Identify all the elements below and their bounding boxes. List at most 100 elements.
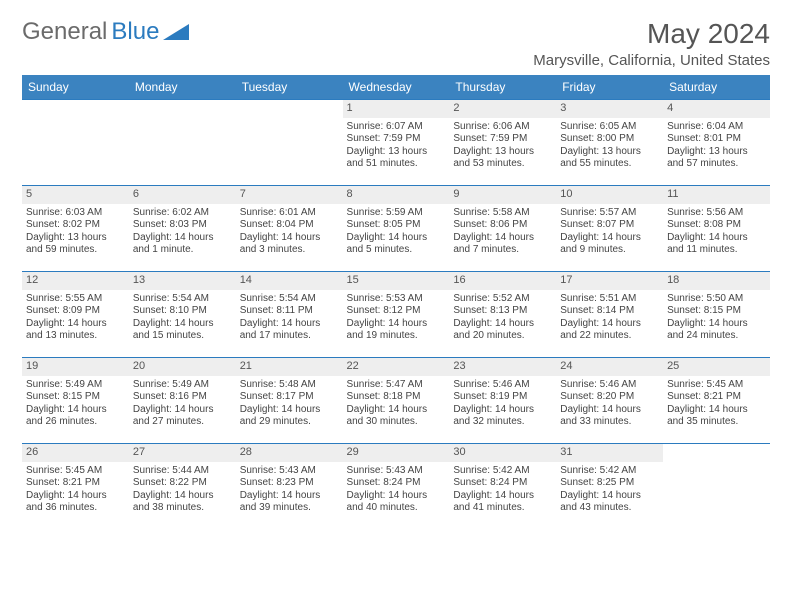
sunrise-line: Sunrise: 5:43 AM [240, 465, 339, 478]
sunset-line: Sunset: 8:05 PM [347, 219, 446, 232]
calendar-cell: . [22, 100, 129, 186]
sunrise-line: Sunrise: 5:54 AM [240, 293, 339, 306]
day-number: 20 [129, 358, 236, 376]
calendar-cell: 23Sunrise: 5:46 AMSunset: 8:19 PMDayligh… [449, 358, 556, 444]
sunset-line: Sunset: 8:25 PM [560, 477, 659, 490]
sunrise-line: Sunrise: 6:04 AM [667, 121, 766, 134]
day-number: 24 [556, 358, 663, 376]
day-header: Sunday [22, 75, 129, 100]
calendar-cell: 6Sunrise: 6:02 AMSunset: 8:03 PMDaylight… [129, 186, 236, 272]
sunset-line: Sunset: 8:07 PM [560, 219, 659, 232]
day-number: 2 [449, 100, 556, 118]
calendar-cell: 30Sunrise: 5:42 AMSunset: 8:24 PMDayligh… [449, 444, 556, 530]
daylight-line: Daylight: 14 hours and 9 minutes. [560, 232, 659, 257]
calendar-cell: 8Sunrise: 5:59 AMSunset: 8:05 PMDaylight… [343, 186, 450, 272]
calendar-row: 12Sunrise: 5:55 AMSunset: 8:09 PMDayligh… [22, 272, 770, 358]
daylight-line: Daylight: 14 hours and 36 minutes. [26, 490, 125, 515]
triangle-icon [163, 22, 189, 42]
sunset-line: Sunset: 8:15 PM [667, 305, 766, 318]
daylight-line: Daylight: 14 hours and 19 minutes. [347, 318, 446, 343]
sunrise-line: Sunrise: 5:56 AM [667, 207, 766, 220]
day-number: 5 [22, 186, 129, 204]
calendar-cell: 11Sunrise: 5:56 AMSunset: 8:08 PMDayligh… [663, 186, 770, 272]
calendar-cell: 21Sunrise: 5:48 AMSunset: 8:17 PMDayligh… [236, 358, 343, 444]
daylight-line: Daylight: 14 hours and 27 minutes. [133, 404, 232, 429]
sunrise-line: Sunrise: 6:06 AM [453, 121, 552, 134]
calendar-cell: 16Sunrise: 5:52 AMSunset: 8:13 PMDayligh… [449, 272, 556, 358]
sunset-line: Sunset: 8:13 PM [453, 305, 552, 318]
day-number: 21 [236, 358, 343, 376]
sunrise-line: Sunrise: 5:47 AM [347, 379, 446, 392]
calendar-cell: 13 Sunrise: 5:54 AMSunset: 8:10 PMDayligh… [129, 272, 236, 358]
sunrise-line: Sunrise: 6:03 AM [26, 207, 125, 220]
calendar-cell: . [236, 100, 343, 186]
calendar-row: ...1Sunrise: 6:07 AMSunset: 7:59 PMDayli… [22, 100, 770, 186]
sunrise-line: Sunrise: 5:49 AM [133, 379, 232, 392]
sunset-line: Sunset: 8:10 PM [133, 305, 232, 318]
sunset-line: Sunset: 8:09 PM [26, 305, 125, 318]
calendar-cell: 24Sunrise: 5:46 AMSunset: 8:20 PMDayligh… [556, 358, 663, 444]
sunset-line: Sunset: 8:21 PM [26, 477, 125, 490]
day-number: 13 [129, 272, 236, 290]
daylight-line: Daylight: 14 hours and 7 minutes. [453, 232, 552, 257]
daylight-line: Daylight: 14 hours and 26 minutes. [26, 404, 125, 429]
calendar-cell: 31Sunrise: 5:42 AMSunset: 8:25 PMDayligh… [556, 444, 663, 530]
day-number: 14 [236, 272, 343, 290]
sunset-line: Sunset: 8:08 PM [667, 219, 766, 232]
calendar-cell: 19Sunrise: 5:49 AMSunset: 8:15 PMDayligh… [22, 358, 129, 444]
calendar-row: 19Sunrise: 5:49 AMSunset: 8:15 PMDayligh… [22, 358, 770, 444]
calendar-cell: 10Sunrise: 5:57 AMSunset: 8:07 PMDayligh… [556, 186, 663, 272]
sunrise-line: Sunrise: 5:48 AM [240, 379, 339, 392]
sunrise-line: Sunrise: 5:53 AM [347, 293, 446, 306]
sunrise-line: Sunrise: 5:52 AM [453, 293, 552, 306]
day-number: 12 [22, 272, 129, 290]
day-number: 16 [449, 272, 556, 290]
calendar-cell: 27Sunrise: 5:44 AMSunset: 8:22 PMDayligh… [129, 444, 236, 530]
sunset-line: Sunset: 8:19 PM [453, 391, 552, 404]
day-header-row: SundayMondayTuesdayWednesdayThursdayFrid… [22, 75, 770, 100]
sunrise-line: Sunrise: 5:57 AM [560, 207, 659, 220]
day-number: 31 [556, 444, 663, 462]
calendar-cell: . [663, 444, 770, 530]
day-number: 26 [22, 444, 129, 462]
sunset-line: Sunset: 8:24 PM [453, 477, 552, 490]
calendar-cell: 26Sunrise: 5:45 AMSunset: 8:21 PMDayligh… [22, 444, 129, 530]
daylight-line: Daylight: 14 hours and 22 minutes. [560, 318, 659, 343]
sunrise-line: Sunrise: 5:59 AM [347, 207, 446, 220]
calendar-cell: 28Sunrise: 5:43 AMSunset: 8:23 PMDayligh… [236, 444, 343, 530]
day-number: 7 [236, 186, 343, 204]
day-header: Saturday [663, 75, 770, 100]
daylight-line: Daylight: 14 hours and 30 minutes. [347, 404, 446, 429]
month-title: May 2024 [533, 18, 770, 50]
sunrise-line: Sunrise: 6:01 AM [240, 207, 339, 220]
sunset-line: Sunset: 8:03 PM [133, 219, 232, 232]
calendar-cell: 20Sunrise: 5:49 AMSunset: 8:16 PMDayligh… [129, 358, 236, 444]
sunset-line: Sunset: 8:12 PM [347, 305, 446, 318]
day-number: 4 [663, 100, 770, 118]
day-number: 30 [449, 444, 556, 462]
sunrise-line: Sunrise: 6:02 AM [133, 207, 232, 220]
daylight-line: Daylight: 14 hours and 15 minutes. [133, 318, 232, 343]
location-text: Marysville, California, United States [533, 52, 770, 69]
sunset-line: Sunset: 8:18 PM [347, 391, 446, 404]
sunrise-line: Sunrise: 5:54 AM [133, 293, 232, 306]
sunset-line: Sunset: 8:06 PM [453, 219, 552, 232]
sunset-line: Sunset: 7:59 PM [453, 133, 552, 146]
day-header: Tuesday [236, 75, 343, 100]
daylight-line: Daylight: 14 hours and 43 minutes. [560, 490, 659, 515]
daylight-line: Daylight: 13 hours and 53 minutes. [453, 146, 552, 171]
sunset-line: Sunset: 8:14 PM [560, 305, 659, 318]
calendar-row: 5Sunrise: 6:03 AMSunset: 8:02 PMDaylight… [22, 186, 770, 272]
sunrise-line: Sunrise: 5:46 AM [560, 379, 659, 392]
calendar-cell: 3Sunrise: 6:05 AMSunset: 8:00 PMDaylight… [556, 100, 663, 186]
day-number: 15 [343, 272, 450, 290]
sunset-line: Sunset: 8:24 PM [347, 477, 446, 490]
title-block: May 2024 Marysville, California, United … [533, 18, 770, 69]
brand-part1: General [22, 18, 107, 46]
daylight-line: Daylight: 14 hours and 13 minutes. [26, 318, 125, 343]
day-header: Friday [556, 75, 663, 100]
page-header: GeneralBlue May 2024 Marysville, Califor… [22, 18, 770, 69]
calendar-cell: 2 Sunrise: 6:06 AMSunset: 7:59 PMDaylight… [449, 100, 556, 186]
calendar-cell: . [129, 100, 236, 186]
day-number: 11 [663, 186, 770, 204]
